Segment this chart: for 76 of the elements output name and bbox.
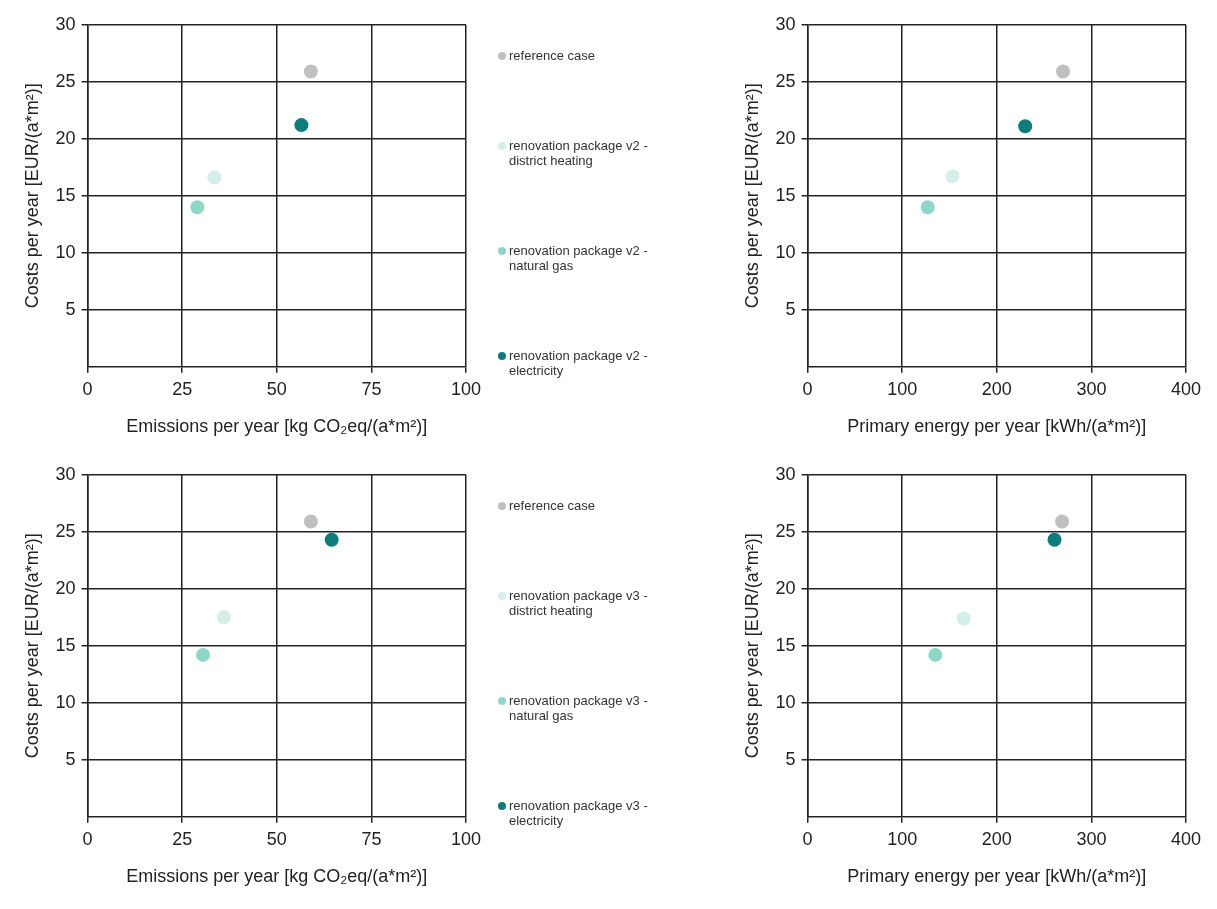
point xyxy=(1056,64,1071,79)
point xyxy=(190,200,205,215)
x-tick-label: 100 xyxy=(887,828,918,849)
x-tick-label: 25 xyxy=(172,378,193,399)
x-tick-label: 300 xyxy=(1076,828,1107,849)
x-tick-label: 0 xyxy=(82,828,93,849)
y-tick-label: 30 xyxy=(775,13,796,34)
x-tick-label: 75 xyxy=(361,378,382,399)
y-tick-label: 20 xyxy=(775,127,796,148)
y-tick-label: 5 xyxy=(65,748,76,769)
x-tick-label: 100 xyxy=(450,378,482,399)
y-tick-label: 25 xyxy=(55,70,76,91)
point xyxy=(294,118,309,133)
x-tick-label: 100 xyxy=(887,378,918,399)
x-tick-label: 0 xyxy=(82,378,93,399)
x-tick-label: 50 xyxy=(266,828,287,849)
point xyxy=(928,647,943,662)
y-tick-label: 15 xyxy=(55,634,76,655)
x-tick-label: 100 xyxy=(450,828,482,849)
y-tick-label: 10 xyxy=(55,691,76,712)
legend-label: renovation package v3 - electricity xyxy=(509,798,649,828)
legend-label: renovation package v3 - natural gas xyxy=(509,693,649,723)
y-tick-label: 20 xyxy=(775,577,796,598)
y-tick-label: 30 xyxy=(55,463,76,484)
y-tick-label: 5 xyxy=(785,748,796,769)
y-tick-label: 30 xyxy=(55,13,76,34)
x-tick-label: 0 xyxy=(802,378,813,399)
point xyxy=(956,611,971,626)
legend-label: renovation package v2 - district heating xyxy=(509,138,649,168)
point xyxy=(1055,514,1070,529)
x-axis-title: Emissions per year [kg CO₂eq/(a*m²)] xyxy=(126,416,428,437)
legend-label: reference case xyxy=(509,498,595,513)
x-tick-label: 400 xyxy=(1170,828,1202,849)
x-axis-title: Emissions per year [kg CO₂eq/(a*m²)] xyxy=(126,866,428,887)
point xyxy=(945,169,960,184)
y-tick-label: 30 xyxy=(775,463,796,484)
point xyxy=(216,610,231,625)
y-tick-label: 15 xyxy=(55,184,76,205)
y-tick-label: 10 xyxy=(775,691,796,712)
legend-label: reference case xyxy=(509,48,595,63)
x-tick-label: 25 xyxy=(172,828,193,849)
y-tick-label: 10 xyxy=(775,241,796,262)
x-tick-label: 200 xyxy=(981,378,1012,399)
y-tick-label: 15 xyxy=(775,184,796,205)
y-tick-label: 20 xyxy=(55,577,76,598)
x-tick-label: 200 xyxy=(981,828,1012,849)
x-tick-label: 50 xyxy=(266,378,287,399)
x-tick-label: 300 xyxy=(1076,378,1107,399)
x-tick-label: 400 xyxy=(1170,378,1202,399)
x-tick-label: 0 xyxy=(802,828,813,849)
x-axis-title: Primary energy per year [kWh/(a*m²)] xyxy=(847,416,1147,437)
legend-label: renovation package v2 - natural gas xyxy=(509,243,649,273)
x-axis-title: Primary energy per year [kWh/(a*m²)] xyxy=(847,866,1147,887)
y-tick-label: 15 xyxy=(775,634,796,655)
point xyxy=(1047,532,1062,547)
y-tick-label: 20 xyxy=(55,127,76,148)
point xyxy=(196,647,211,662)
point xyxy=(303,514,318,529)
y-tick-label: 25 xyxy=(775,520,796,541)
y-axis-title: Costs per year [EUR/(a*m²)] xyxy=(21,83,42,309)
point xyxy=(303,64,318,79)
point xyxy=(920,200,935,215)
point xyxy=(324,532,339,547)
y-tick-label: 5 xyxy=(65,298,76,319)
y-axis-title: Costs per year [EUR/(a*m²)] xyxy=(21,533,42,759)
y-tick-label: 25 xyxy=(775,70,796,91)
y-axis-title: Costs per year [EUR/(a*m²)] xyxy=(741,533,762,759)
x-tick-label: 75 xyxy=(361,828,382,849)
point xyxy=(207,170,222,185)
legend-label: renovation package v3 - district heating xyxy=(509,588,649,618)
y-tick-label: 10 xyxy=(55,241,76,262)
y-tick-label: 5 xyxy=(785,298,796,319)
legend-label: renovation package v2 - electricity xyxy=(509,348,649,378)
point xyxy=(1018,119,1033,134)
y-tick-label: 25 xyxy=(55,520,76,541)
y-axis-title: Costs per year [EUR/(a*m²)] xyxy=(741,83,762,309)
